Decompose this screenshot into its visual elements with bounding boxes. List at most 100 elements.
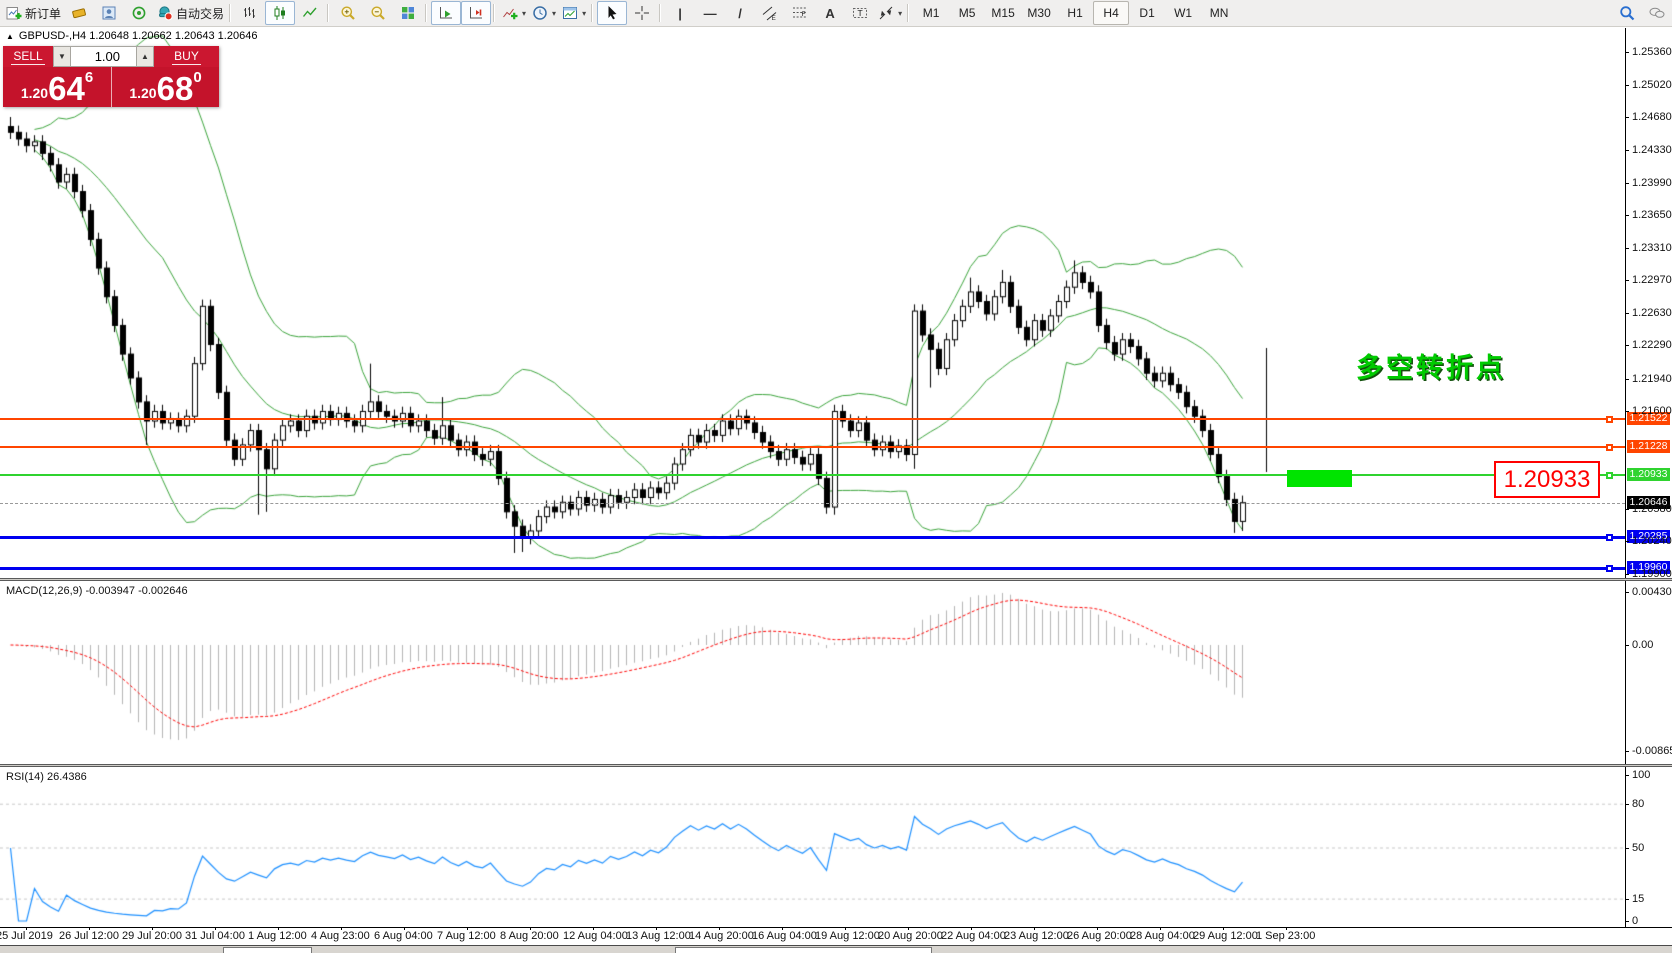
level-price-label: 1.19960 — [1627, 561, 1670, 574]
chart-tab[interactable] — [223, 947, 312, 953]
data-window-button[interactable] — [94, 1, 124, 25]
axis-tick — [1625, 574, 1629, 575]
timeframe-h4[interactable]: H4 — [1093, 1, 1130, 25]
autotrading-button-label: 自动交易 — [176, 6, 225, 21]
new-order-button[interactable]: 新订单 — [3, 1, 64, 25]
axis-tick — [1625, 280, 1629, 281]
axis-tick — [1625, 541, 1629, 542]
chart-ohlc-header: ▲ GBPUSD-,H4 1.20648 1.20662 1.20643 1.2… — [6, 30, 257, 42]
main-toolbar: 新订单 自动交易 ▾ ▾ ▾ | — / E F A T ▾ M1 M5 M15 M30 H1 H4 D1 W1 MN — [0, 0, 1672, 27]
line-handle[interactable] — [1606, 416, 1613, 423]
crosshair-button[interactable] — [627, 1, 657, 25]
support-line-1[interactable] — [0, 536, 1625, 539]
dropdown-arrow-icon[interactable]: ▾ — [898, 8, 903, 18]
vertical-line-button[interactable]: | — [665, 1, 695, 25]
data-window-icon — [101, 5, 117, 21]
sell-button[interactable]: SELL — [3, 46, 53, 67]
indicators-button[interactable]: ▾ — [499, 1, 529, 25]
annotation-turning-point[interactable]: 多空转折点 — [1356, 353, 1506, 383]
cursor-icon — [604, 5, 620, 21]
level-price-label: 1.21228 — [1627, 440, 1670, 453]
toolbar-separator — [493, 4, 496, 22]
timeframe-w1-label: W1 — [1174, 6, 1193, 20]
market-watch-button[interactable] — [64, 1, 94, 25]
price-tick-label: 1.22630 — [1632, 307, 1672, 319]
timeframe-w1[interactable]: W1 — [1165, 1, 1201, 25]
line-handle[interactable] — [1606, 472, 1613, 479]
chat-button[interactable] — [1642, 1, 1672, 25]
timeframe-m15[interactable]: M15 — [985, 1, 1021, 25]
pivot-line[interactable] — [0, 474, 1625, 476]
channel-button[interactable]: E — [755, 1, 785, 25]
templates-button[interactable]: ▾ — [559, 1, 589, 25]
axis-tick — [1625, 313, 1629, 314]
chart-tabs-strip — [0, 945, 1672, 953]
dropdown-arrow-icon[interactable]: ▾ — [552, 8, 557, 18]
time-axis-tick — [26, 927, 27, 930]
annotation-price-box[interactable]: 1.20933 — [1494, 461, 1600, 498]
macd-indicator-chart[interactable] — [0, 582, 1626, 766]
main-price-chart[interactable] — [0, 28, 1626, 578]
line-handle[interactable] — [1606, 444, 1613, 451]
arrows-tool-button[interactable]: ▾ — [875, 1, 905, 25]
toolbar-separator — [907, 4, 910, 22]
volume-input[interactable] — [71, 47, 136, 66]
rsi-tick-label: 50 — [1632, 842, 1645, 854]
volume-decrease-button[interactable]: ▼ — [53, 46, 71, 67]
navigator-button[interactable] — [124, 1, 154, 25]
dropdown-arrow-icon[interactable]: ▾ — [582, 8, 587, 18]
label-tool-button[interactable]: T — [845, 1, 875, 25]
text-tool-button[interactable]: A — [815, 1, 845, 25]
timeframe-d1[interactable]: D1 — [1129, 1, 1165, 25]
candlestick-chart-button[interactable] — [265, 1, 296, 25]
channel-icon: E — [762, 5, 778, 21]
search-icon — [1619, 5, 1635, 21]
support-line-2[interactable] — [0, 567, 1625, 570]
zoom-out-icon — [370, 5, 386, 21]
time-axis-label: 13 Aug 12:00 — [626, 930, 691, 942]
line-handle[interactable] — [1606, 534, 1613, 541]
zoom-in-button[interactable] — [333, 1, 363, 25]
rsi-panel-splitter[interactable] — [0, 764, 1672, 767]
periods-button[interactable]: ▾ — [529, 1, 559, 25]
fibonacci-button[interactable]: F — [785, 1, 815, 25]
cursor-button[interactable] — [597, 1, 628, 25]
rsi-indicator-chart[interactable] — [0, 768, 1626, 927]
macd-tick-label: 0.00 — [1632, 639, 1654, 651]
buy-price-display[interactable]: 1.20 68 0 — [111, 67, 219, 107]
time-axis-tick — [1034, 927, 1035, 930]
volume-increase-button[interactable]: ▲ — [136, 46, 154, 67]
bar-chart-button[interactable] — [235, 1, 265, 25]
line-handle[interactable] — [1606, 565, 1613, 572]
axis-tick — [1625, 751, 1629, 752]
chart-shift-button[interactable] — [461, 1, 492, 25]
time-axis-tick — [719, 927, 720, 930]
resistance-line-1[interactable] — [0, 418, 1625, 420]
buy-button[interactable]: BUY — [154, 46, 219, 67]
line-chart-button[interactable] — [295, 1, 325, 25]
symbol-collapse-icon[interactable]: ▲ — [6, 31, 14, 41]
market-watch-icon — [71, 5, 87, 21]
chart-tab[interactable] — [675, 947, 932, 953]
timeframe-m30[interactable]: M30 — [1021, 1, 1057, 25]
annotation-green-zone[interactable] — [1287, 470, 1352, 487]
auto-scroll-button[interactable] — [431, 1, 462, 25]
resistance-line-2[interactable] — [0, 446, 1625, 448]
timeframe-m1[interactable]: M1 — [913, 1, 949, 25]
dropdown-arrow-icon[interactable]: ▾ — [522, 8, 527, 18]
zoom-out-button[interactable] — [363, 1, 393, 25]
search-button[interactable] — [1612, 1, 1642, 25]
timeframe-mn[interactable]: MN — [1201, 1, 1237, 25]
rsi-label: RSI(14) 26.4386 — [6, 771, 87, 783]
tile-windows-button[interactable] — [393, 1, 423, 25]
axis-tick — [1625, 150, 1629, 151]
autotrading-button[interactable]: 自动交易 — [154, 1, 227, 25]
trendline-button[interactable]: / — [725, 1, 755, 25]
macd-panel-splitter[interactable] — [0, 578, 1672, 581]
horizontal-line-button[interactable]: — — [695, 1, 725, 25]
macd-label: MACD(12,26,9) -0.003947 -0.002646 — [6, 585, 188, 597]
time-axis-tick — [215, 927, 216, 930]
timeframe-m5[interactable]: M5 — [949, 1, 985, 25]
sell-price-display[interactable]: 1.20 64 6 — [20, 69, 94, 107]
timeframe-h1[interactable]: H1 — [1057, 1, 1093, 25]
